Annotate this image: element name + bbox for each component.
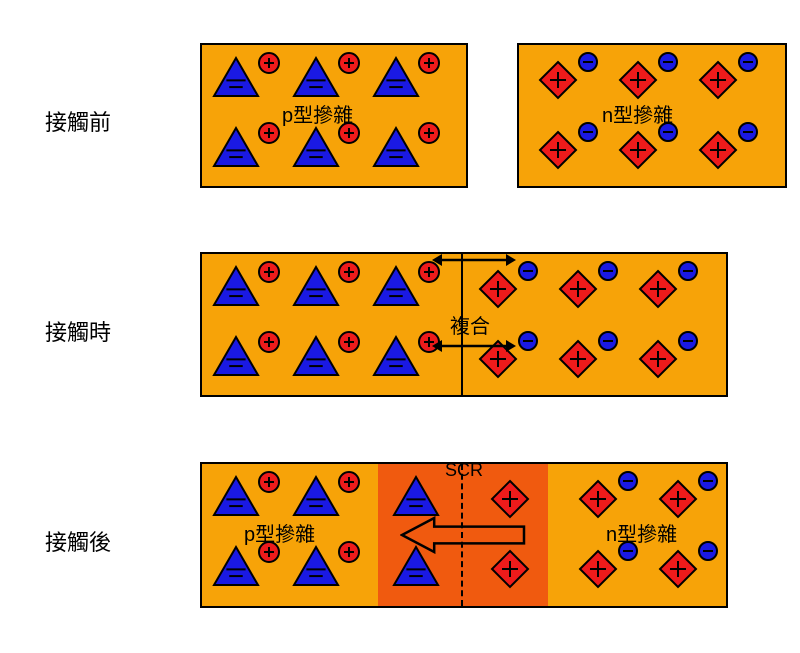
donor-with-electron-icon — [658, 549, 698, 589]
p-type-label: p型摻雜 — [244, 518, 315, 547]
donor-ion-icon — [490, 549, 530, 589]
donor-with-electron-icon — [638, 339, 678, 379]
acceptor-ion-icon — [392, 475, 440, 517]
hole-icon — [258, 471, 280, 493]
recombination-arrow-icon — [432, 339, 516, 353]
electric-field-arrow-icon — [400, 516, 526, 554]
electron-icon — [738, 52, 758, 72]
scr-label: SCR — [445, 460, 483, 481]
diagram-stage: 接觸前p型摻雜n型摻雜接觸時複合接觸後SCRp型摻雜n型摻雜 — [0, 0, 800, 653]
acceptor-with-hole-icon — [212, 545, 260, 587]
recombination-label: 複合 — [450, 310, 490, 339]
hole-icon — [258, 122, 280, 144]
donor-with-electron-icon — [698, 60, 738, 100]
donor-with-electron-icon — [478, 269, 518, 309]
electron-icon — [698, 541, 718, 561]
electron-icon — [518, 331, 538, 351]
electron-icon — [698, 471, 718, 491]
hole-icon — [338, 331, 360, 353]
hole-icon — [418, 122, 440, 144]
acceptor-with-hole-icon — [212, 126, 260, 168]
acceptor-with-hole-icon — [292, 265, 340, 307]
acceptor-with-hole-icon — [292, 56, 340, 98]
hole-icon — [338, 471, 360, 493]
electron-icon — [578, 122, 598, 142]
electron-icon — [678, 261, 698, 281]
hole-icon — [258, 331, 280, 353]
electron-icon — [518, 261, 538, 281]
hole-icon — [258, 261, 280, 283]
electron-icon — [598, 331, 618, 351]
donor-with-electron-icon — [638, 269, 678, 309]
hole-icon — [338, 52, 360, 74]
acceptor-with-hole-icon — [292, 545, 340, 587]
n-type-label: n型摻雜 — [606, 518, 677, 547]
panel-type-label: n型摻雜 — [602, 99, 673, 128]
acceptor-with-hole-icon — [212, 335, 260, 377]
hole-icon — [338, 541, 360, 563]
donor-ion-icon — [490, 479, 530, 519]
donor-with-electron-icon — [618, 130, 658, 170]
donor-with-electron-icon — [578, 549, 618, 589]
donor-with-electron-icon — [558, 339, 598, 379]
hole-icon — [418, 52, 440, 74]
row-label: 接觸前 — [45, 105, 111, 137]
acceptor-with-hole-icon — [372, 265, 420, 307]
donor-with-electron-icon — [618, 60, 658, 100]
donor-with-electron-icon — [698, 130, 738, 170]
electron-icon — [578, 52, 598, 72]
row-label: 接觸後 — [45, 525, 111, 557]
acceptor-with-hole-icon — [212, 475, 260, 517]
donor-with-electron-icon — [658, 479, 698, 519]
electron-icon — [618, 471, 638, 491]
donor-with-electron-icon — [538, 60, 578, 100]
recombination-arrow-icon — [432, 253, 516, 267]
acceptor-with-hole-icon — [372, 126, 420, 168]
acceptor-with-hole-icon — [372, 335, 420, 377]
donor-with-electron-icon — [578, 479, 618, 519]
electron-icon — [738, 122, 758, 142]
electron-icon — [598, 261, 618, 281]
donor-with-electron-icon — [558, 269, 598, 309]
electron-icon — [678, 331, 698, 351]
acceptor-with-hole-icon — [212, 56, 260, 98]
panel-type-label: p型摻雜 — [282, 99, 353, 128]
hole-icon — [258, 52, 280, 74]
acceptor-with-hole-icon — [292, 126, 340, 168]
acceptor-with-hole-icon — [292, 475, 340, 517]
acceptor-with-hole-icon — [292, 335, 340, 377]
electron-icon — [658, 52, 678, 72]
donor-with-electron-icon — [538, 130, 578, 170]
hole-icon — [338, 261, 360, 283]
acceptor-with-hole-icon — [372, 56, 420, 98]
row-label: 接觸時 — [45, 315, 111, 347]
acceptor-with-hole-icon — [212, 265, 260, 307]
